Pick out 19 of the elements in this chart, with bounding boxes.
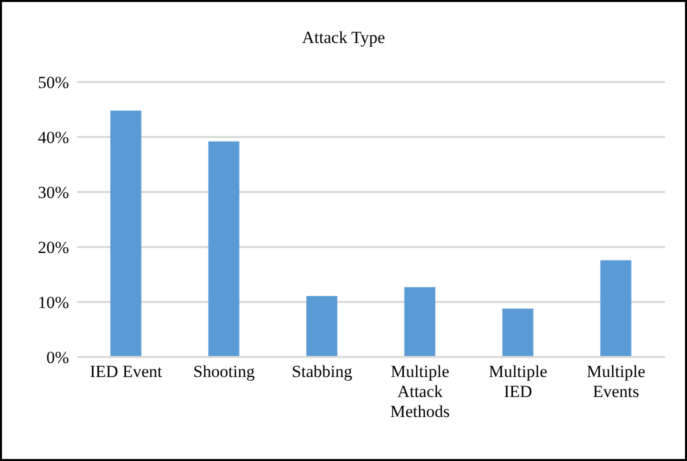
x-tick-label: Stabbing	[292, 362, 353, 381]
y-tick-label: 10%	[38, 293, 69, 312]
y-tick-label: 50%	[38, 73, 69, 92]
x-tick-label: IED Event	[90, 362, 162, 381]
bar	[600, 260, 632, 357]
chart-title: Attack Type	[301, 28, 386, 48]
bar	[306, 296, 338, 357]
y-tick-label: 40%	[38, 128, 69, 148]
bar	[404, 287, 436, 357]
bar	[502, 308, 534, 357]
bar	[110, 110, 142, 357]
y-tick-label: 20%	[38, 238, 69, 258]
x-tick-label: Multiple IED	[488, 362, 548, 401]
x-tick-label: Shooting	[193, 362, 256, 381]
x-tick-label: Multiple Events	[586, 362, 646, 401]
bar	[208, 141, 240, 357]
y-tick-label: 0%	[46, 348, 69, 368]
x-tick-label: Multiple Attack Methods	[390, 362, 450, 421]
y-tick-label: 30%	[38, 183, 69, 202]
